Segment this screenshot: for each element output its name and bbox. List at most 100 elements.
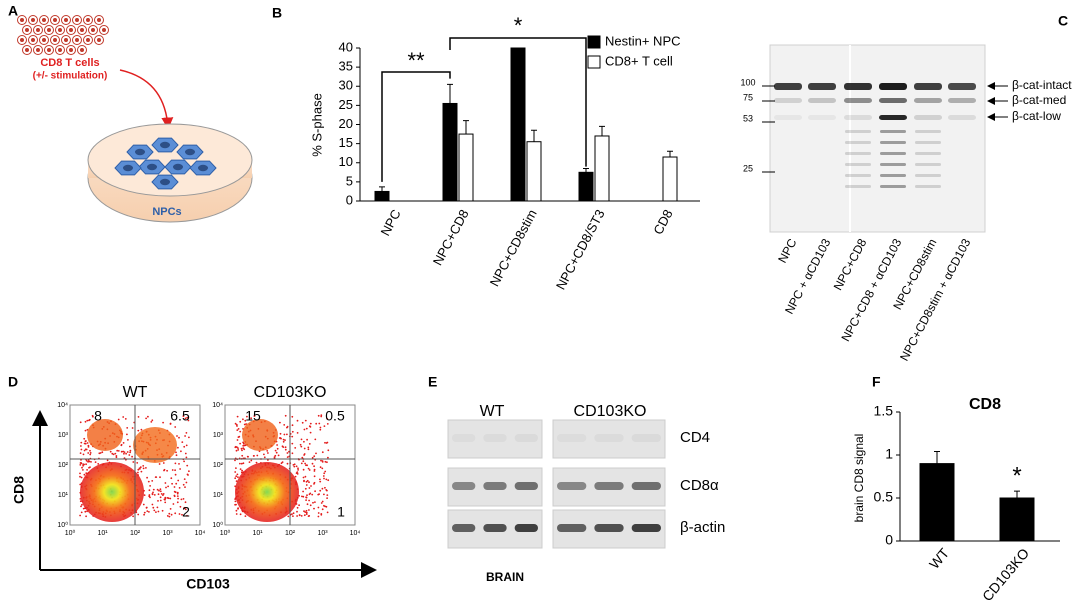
error-bar [583, 167, 589, 173]
event [131, 455, 134, 458]
event [250, 417, 253, 420]
x-tick-label: 10³ [162, 530, 173, 537]
blot-band [879, 115, 907, 120]
event [308, 493, 311, 496]
event [298, 504, 300, 507]
cell-nucleus [58, 48, 62, 52]
event [305, 496, 308, 499]
event [315, 422, 318, 425]
event [177, 446, 179, 449]
event [140, 428, 143, 431]
npc-nucleus [160, 141, 170, 149]
event [253, 455, 255, 457]
legend-label: Nestin+ NPC [605, 33, 681, 48]
event [85, 472, 88, 474]
cell-nucleus [64, 18, 68, 22]
event [188, 436, 190, 439]
event [243, 423, 246, 426]
event [236, 415, 239, 418]
blot-band [631, 524, 661, 532]
blot-band [915, 152, 941, 155]
event [326, 494, 329, 496]
x-tick-label: 10¹ [97, 530, 108, 537]
npc-nucleus [185, 148, 195, 156]
event [172, 503, 175, 505]
plot-title: CD103KO [254, 384, 327, 401]
event [300, 445, 303, 448]
event [174, 462, 177, 465]
event [148, 511, 150, 513]
event [167, 485, 170, 488]
event [314, 490, 316, 493]
event [122, 450, 125, 453]
event [239, 462, 241, 465]
event [246, 455, 249, 458]
event [122, 416, 125, 418]
blot-band [452, 482, 476, 490]
event [82, 464, 84, 467]
event [152, 506, 155, 509]
event [80, 505, 82, 508]
event [291, 424, 294, 427]
event [101, 451, 104, 454]
cell-nucleus [58, 28, 62, 32]
event [84, 420, 87, 423]
legend-swatch [587, 55, 601, 69]
event [296, 432, 299, 434]
event [173, 486, 176, 488]
blot-band [880, 185, 906, 188]
event [313, 465, 315, 468]
event [137, 429, 140, 432]
event [280, 462, 283, 465]
event [79, 500, 82, 503]
event [298, 514, 301, 516]
event [88, 460, 91, 463]
event [241, 469, 244, 472]
event [83, 473, 86, 476]
blot-band [914, 83, 942, 90]
event [183, 507, 185, 510]
event [155, 476, 158, 478]
x-axis-label: CD103 [186, 576, 230, 592]
blot-band [880, 163, 906, 166]
event [324, 486, 326, 489]
event [323, 425, 326, 427]
event [159, 496, 162, 499]
event [309, 504, 312, 507]
event [82, 463, 84, 465]
bracket [449, 37, 587, 167]
event [184, 417, 187, 420]
blot-band [915, 163, 941, 166]
event [305, 511, 308, 514]
event [239, 420, 242, 423]
event [267, 452, 269, 454]
event [325, 489, 328, 491]
y-tick-label: 10³ [58, 432, 69, 439]
event [187, 419, 190, 422]
event [299, 443, 302, 446]
blot-band [483, 482, 507, 490]
event [87, 452, 90, 454]
event [291, 415, 294, 418]
event [151, 419, 154, 422]
event [157, 493, 160, 496]
event [321, 508, 324, 511]
cell-nucleus [31, 18, 35, 22]
bar [919, 463, 955, 542]
event [136, 462, 139, 464]
row-label: CD4 [680, 429, 710, 446]
event [323, 504, 325, 507]
event [242, 447, 245, 449]
event [319, 489, 322, 492]
event [277, 454, 280, 457]
event [302, 490, 304, 493]
cell-nucleus [97, 18, 101, 22]
event [89, 449, 91, 452]
event [168, 512, 171, 515]
event [282, 438, 285, 441]
error-bar [379, 186, 385, 192]
event [313, 455, 316, 458]
event [319, 466, 322, 469]
event [86, 442, 89, 444]
event [80, 511, 83, 514]
